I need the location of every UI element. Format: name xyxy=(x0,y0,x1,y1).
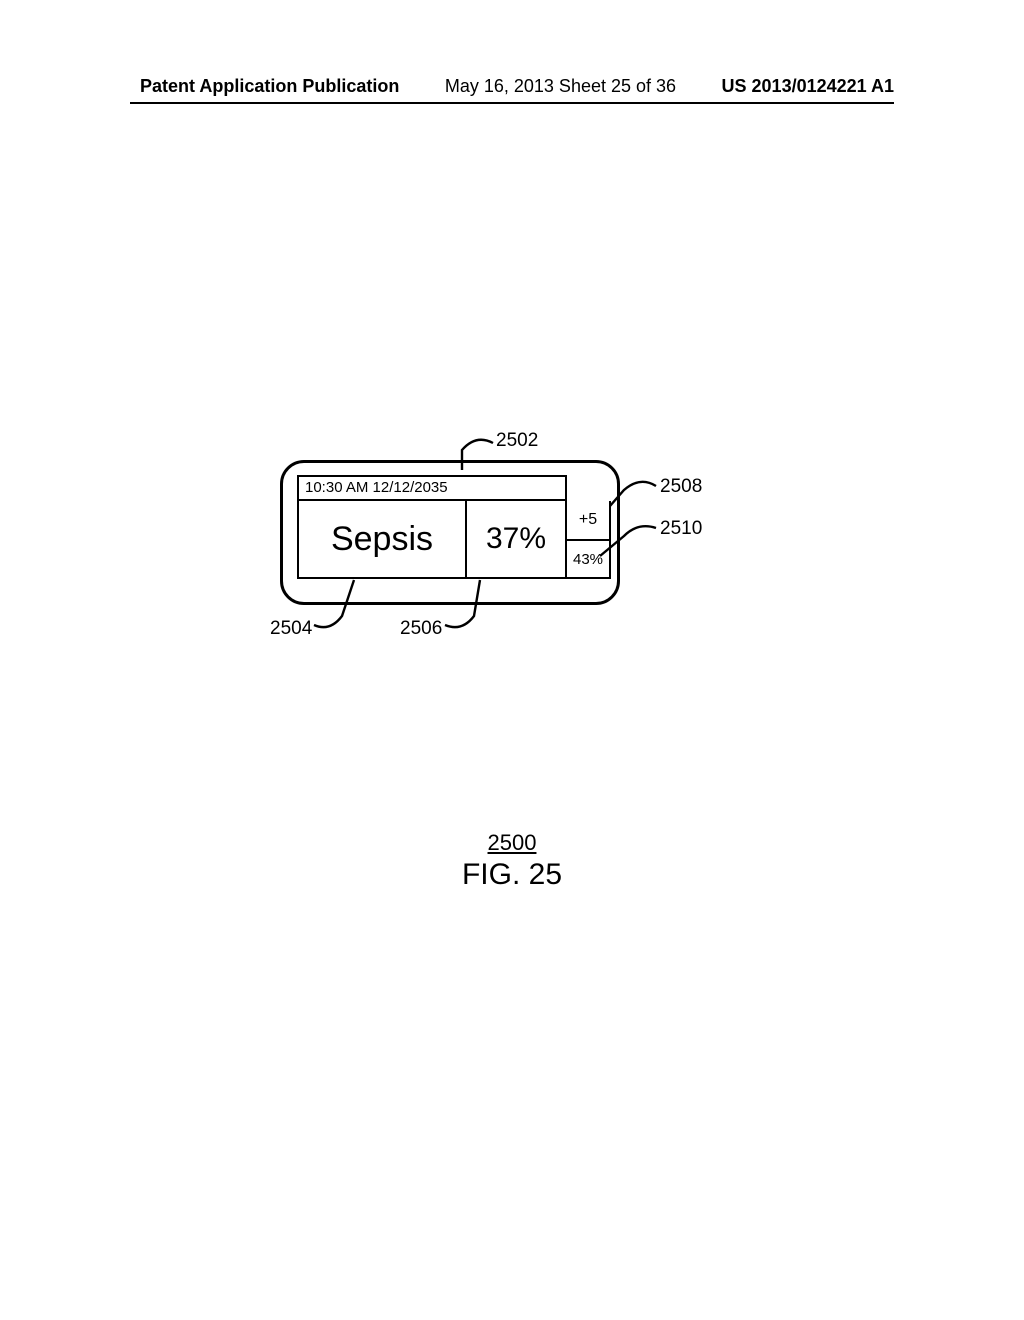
figure-number: 2500 xyxy=(0,830,1024,856)
figure-label: FIG. 25 xyxy=(462,858,562,891)
header-date-sheet: May 16, 2013 Sheet 25 of 36 xyxy=(445,76,676,97)
header-patent-number: US 2013/0124221 A1 xyxy=(722,76,894,97)
figure-caption: 2500 FIG. 25 xyxy=(0,830,1024,892)
figure-diagram: 10:30 AM 12/12/2035 Sepsis 37% +5 43% 25… xyxy=(280,440,740,660)
leader-lines xyxy=(280,440,740,660)
header-rule xyxy=(130,102,894,104)
page-header: Patent Application Publication May 16, 2… xyxy=(0,76,1024,97)
header-publication: Patent Application Publication xyxy=(140,76,399,97)
